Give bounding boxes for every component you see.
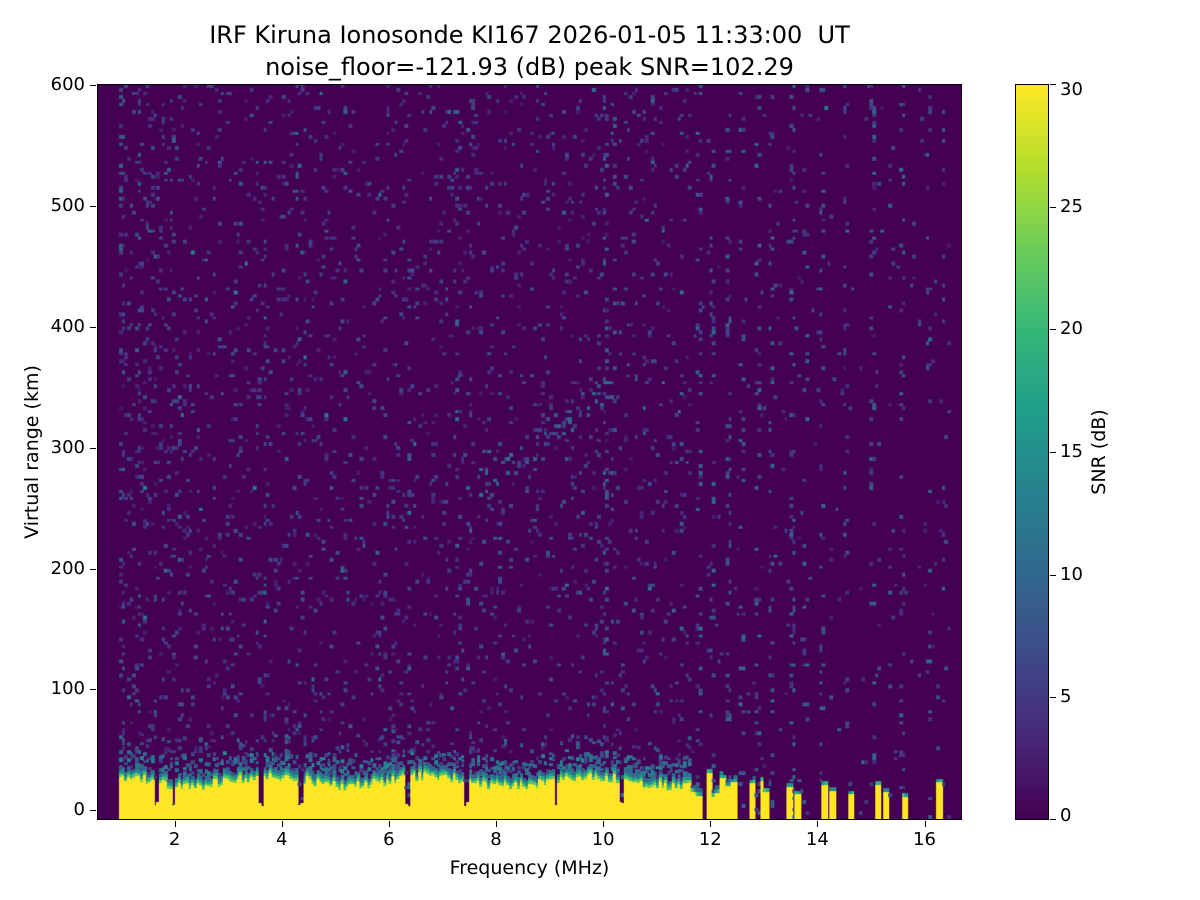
y-tick-mark: [90, 810, 96, 811]
colorbar-tick-label: 0: [1060, 807, 1071, 825]
colorbar-tick-mark: [1050, 329, 1056, 330]
y-axis-label: Virtual range (km): [21, 365, 43, 539]
colorbar-gradient: [1016, 85, 1048, 819]
colorbar-tick-label: 25: [1060, 198, 1083, 216]
colorbar-tick-mark: [1050, 697, 1056, 698]
x-axis-label: Frequency (MHz): [97, 857, 962, 879]
x-tick-label: 14: [806, 831, 829, 849]
colorbar-tick-label: 5: [1060, 688, 1071, 706]
colorbar-tick-label: 10: [1060, 566, 1083, 584]
colorbar: [1015, 84, 1049, 820]
y-tick-mark: [90, 206, 96, 207]
colorbar-tick-mark: [1050, 84, 1056, 85]
y-tick-label: 0: [74, 801, 85, 819]
x-tick-label: 8: [490, 831, 501, 849]
colorbar-tick-mark: [1050, 207, 1056, 208]
y-tick-mark: [90, 327, 96, 328]
y-tick-mark: [90, 569, 96, 570]
x-tick-mark: [175, 821, 176, 827]
y-tick-label: 500: [51, 197, 85, 215]
ionogram-heatmap: [98, 85, 961, 819]
y-tick-mark: [90, 689, 96, 690]
ionogram-figure: IRF Kiruna Ionosonde KI167 2026-01-05 11…: [0, 0, 1200, 900]
x-tick-mark: [603, 821, 604, 827]
chart-title: IRF Kiruna Ionosonde KI167 2026-01-05 11…: [97, 20, 962, 50]
x-tick-mark: [710, 821, 711, 827]
y-tick-mark: [90, 85, 96, 86]
colorbar-tick-mark: [1050, 452, 1056, 453]
colorbar-tick-mark: [1050, 819, 1056, 820]
y-tick-label: 600: [51, 76, 85, 94]
colorbar-tick-label: 30: [1060, 81, 1083, 99]
colorbar-tick-mark: [1050, 575, 1056, 576]
colorbar-tick-label: 15: [1060, 443, 1083, 461]
y-tick-label: 200: [51, 560, 85, 578]
x-tick-label: 6: [383, 831, 394, 849]
x-tick-label: 12: [699, 831, 722, 849]
x-tick-mark: [389, 821, 390, 827]
x-tick-mark: [925, 821, 926, 827]
x-tick-mark: [496, 821, 497, 827]
y-tick-mark: [90, 448, 96, 449]
chart-subtitle: noise_floor=-121.93 (dB) peak SNR=102.29: [97, 52, 962, 82]
x-tick-mark: [282, 821, 283, 827]
x-tick-label: 4: [276, 831, 287, 849]
x-tick-mark: [817, 821, 818, 827]
y-tick-label: 400: [51, 318, 85, 336]
colorbar-tick-label: 20: [1060, 320, 1083, 338]
x-tick-label: 10: [592, 831, 615, 849]
plot-area: [97, 84, 962, 820]
y-tick-label: 300: [51, 439, 85, 457]
colorbar-label: SNR (dB): [1088, 409, 1110, 494]
y-tick-label: 100: [51, 680, 85, 698]
x-tick-label: 16: [913, 831, 936, 849]
x-tick-label: 2: [169, 831, 180, 849]
